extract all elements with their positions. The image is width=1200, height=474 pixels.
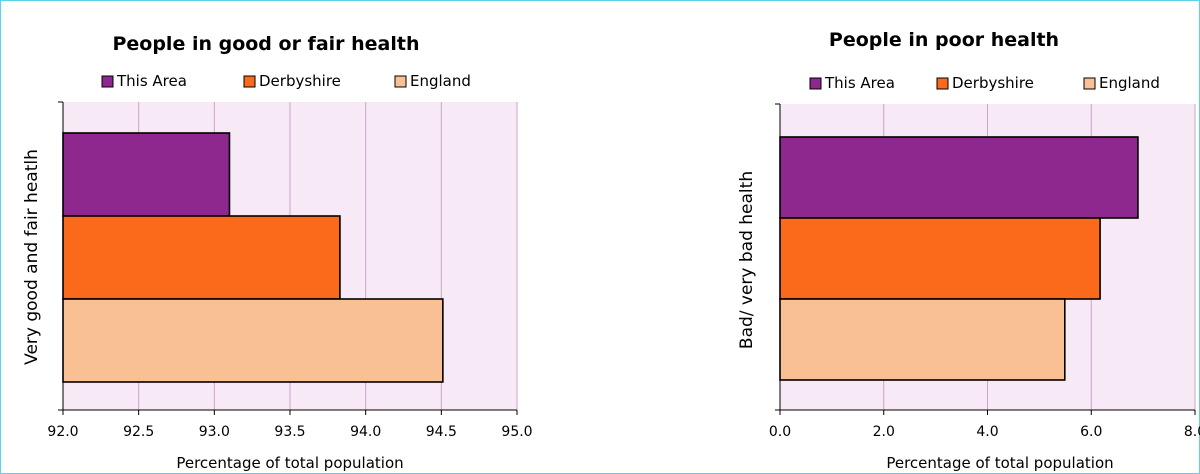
chart1-x-tick-label: 94.0 bbox=[350, 424, 381, 440]
chart1-legend: This Area Derbyshire England bbox=[101, 72, 471, 90]
chart1-x-tick-label: 93.5 bbox=[274, 424, 305, 440]
chart1-x-tick-label: 92.0 bbox=[47, 424, 78, 440]
chart1-legend-label-this-area: This Area bbox=[116, 72, 187, 90]
chart2-legend-swatch-england bbox=[1083, 77, 1096, 90]
chart2-plot-area: 0.0 2.0 4.0 6.0 8.0 bbox=[769, 103, 1200, 440]
chart2-bar-england bbox=[779, 298, 1066, 381]
chart1-x-tick-label: 94.5 bbox=[426, 424, 457, 440]
chart2-x-tick-label: 8.0 bbox=[1184, 424, 1200, 440]
chart2-y-axis-label: Bad/ very bad health bbox=[737, 171, 757, 349]
chart1-y-axis-label: Very good and fair heatlh bbox=[22, 149, 42, 365]
chart2-x-tick-label: 0.0 bbox=[769, 424, 791, 440]
chart2-legend: This Area Derbyshire England bbox=[809, 74, 1160, 92]
chart1-legend-label-england: England bbox=[410, 72, 471, 90]
chart1-legend-swatch-derbyshire bbox=[243, 75, 256, 88]
chart2-x-tick-label: 4.0 bbox=[976, 424, 998, 440]
chart2-title: People in poor health bbox=[829, 29, 1059, 51]
chart2-bar-this-area bbox=[779, 136, 1139, 219]
chart1-legend-swatch-this-area bbox=[101, 75, 114, 88]
chart1-legend-swatch-england bbox=[394, 75, 407, 88]
chart1-bar-england bbox=[62, 298, 444, 383]
chart2-legend-label-england: England bbox=[1099, 74, 1160, 92]
chart1-legend-label-derbyshire: Derbyshire bbox=[259, 72, 341, 90]
chart1-x-tick-label: 93.0 bbox=[199, 424, 230, 440]
chart1-plot-area: 92.0 92.5 93.0 93.5 94.0 94.5 95.0 bbox=[47, 101, 533, 440]
chart1-x-tick-label: 95.0 bbox=[501, 424, 532, 440]
chart2-legend-label-this-area: This Area bbox=[824, 74, 895, 92]
chart1-bar-derbyshire bbox=[62, 215, 341, 300]
chart2-x-tick-label: 6.0 bbox=[1080, 424, 1102, 440]
chart1-x-tick-label: 92.5 bbox=[123, 424, 154, 440]
chart2-x-tick-label: 2.0 bbox=[873, 424, 895, 440]
chart1-x-axis-label: Percentage of total population bbox=[176, 454, 403, 472]
chart1-title: People in good or fair health bbox=[112, 33, 419, 55]
chart2-legend-swatch-this-area bbox=[809, 77, 822, 90]
chart2-legend-label-derbyshire: Derbyshire bbox=[952, 74, 1034, 92]
chart1-bar-this-area bbox=[62, 132, 231, 217]
chart2-bar-derbyshire bbox=[779, 217, 1101, 300]
chart2-x-axis-label: Percentage of total population bbox=[886, 454, 1113, 472]
chart2-legend-swatch-derbyshire bbox=[936, 77, 949, 90]
